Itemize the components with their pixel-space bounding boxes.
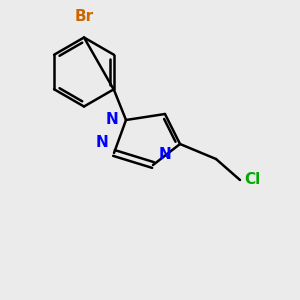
Text: Br: Br [74, 9, 94, 24]
Text: Cl: Cl [244, 172, 261, 188]
Text: N: N [95, 135, 108, 150]
Text: N: N [159, 147, 172, 162]
Text: N: N [106, 112, 118, 128]
